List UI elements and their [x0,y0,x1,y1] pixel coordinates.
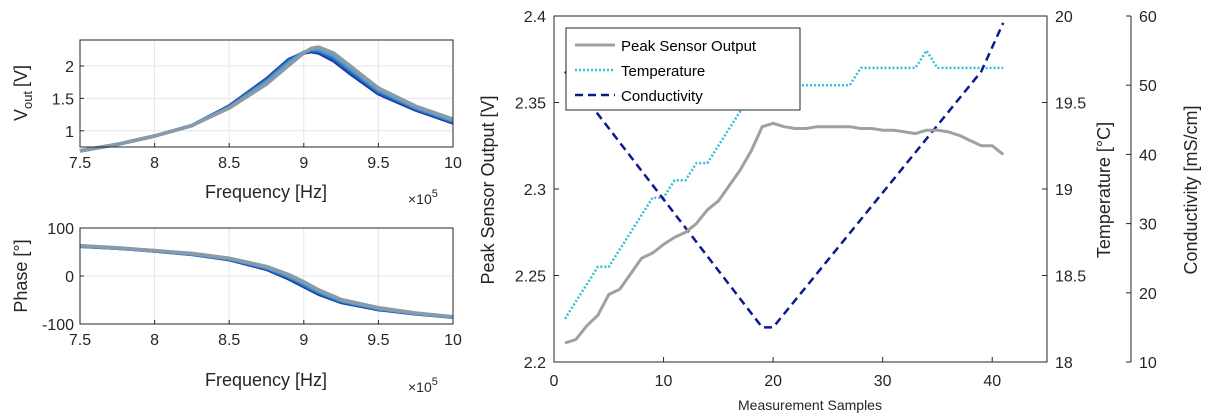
y-tick-label: -100 [42,317,74,334]
curve-3 [79,244,454,319]
series-conductivity [564,22,1005,329]
y-tick-label: 10 [1139,355,1157,372]
curve-1 [79,244,454,320]
vout-axes-frame [79,39,454,148]
phase-x-ticks: 7.5 8 8.5 9 9.5 10 [69,320,462,349]
x-tick-label: 30 [874,373,892,390]
y-tick-label: 50 [1139,78,1157,95]
y-tick-label: 2.3 [524,182,546,199]
measurement-x-label: Measurement Samples [738,397,882,413]
y-tick-label: 19.5 [1055,96,1086,113]
x-tick-label: 8.5 [218,332,240,349]
conductivity-y-label: Conductivity [mS/cm] [1181,105,1201,274]
x-tick-label: 0 [550,373,559,390]
x-tick-label: 10 [444,332,462,349]
y-tick-label: 1.5 [52,91,74,108]
vout-x-ticks: 7.5 8 8.5 9 9.5 10 [69,143,462,172]
vout-x-scale-note: ×105 [408,188,438,207]
x-tick-label: 7.5 [69,332,91,349]
x-tick-label: 20 [764,373,782,390]
y-tick-label: 100 [47,221,74,238]
legend-label-conductivity: Conductivity [621,88,703,105]
x-tick-label: 10 [655,373,673,390]
temperature-y-label: Temperature [°C] [1094,122,1114,258]
y-tick-label: 2.25 [515,269,546,286]
phase-x-scale-note: ×105 [408,376,438,395]
x-tick-label: 8 [150,332,159,349]
y-tick-label: 2.4 [524,9,546,26]
y-tick-label: 2 [65,59,74,76]
x-tick-label: 9.5 [367,332,389,349]
phase-y-ticks: -100 0 100 [42,221,84,334]
left-y-ticks: 2.2 2.25 2.3 2.35 2.4 [515,9,559,372]
vout-y-ticks: 11.52 [52,59,84,141]
legend-label-peak: Peak Sensor Output [621,38,757,55]
y-tick-label: 0 [65,269,74,286]
vout-grid [79,40,454,147]
curve-3 [79,45,454,153]
y-tick-label: 20 [1055,9,1073,26]
y-tick-label: 60 [1139,9,1157,26]
y-tick-label: 2.2 [524,355,546,372]
y-tick-label: 2.35 [515,96,546,113]
curve-2 [79,47,454,153]
x-tick-label: 7.5 [69,155,91,172]
y-tick-label: 20 [1139,286,1157,303]
series-peak-sensor-output [564,121,1005,345]
x-tick-label: 10 [444,155,462,172]
measurement-x-ticks: 0 10 20 30 40 [550,357,1001,390]
legend: Peak Sensor Output Temperature Conductiv… [565,27,801,111]
phase-y-label: Phase [°] [11,239,31,312]
measurement-curves [563,22,1005,345]
temperature-y-ticks: 18 18.5 19 19.5 20 [1042,9,1086,372]
phase-plot: 7.5 8 8.5 9 9.5 10 -100 0 100 Frequency [Hz] ×1… [11,221,462,395]
y-tick-label: 1 [65,124,74,141]
vout-curves [79,45,454,153]
x-tick-label: 9 [299,332,308,349]
curve-2 [79,244,454,320]
x-tick-label: 8.5 [218,155,240,172]
phase-curves [79,244,454,320]
vout-plot: 7.5 8 8.5 9 9.5 10 11.52 Frequency [Hz] ×105 … [11,39,462,207]
x-tick-label: 9.5 [367,155,389,172]
y-tick-label: 19 [1055,182,1073,199]
curve-0 [79,244,454,320]
vout-y-label: Vout[V] [11,65,35,121]
y-tick-label: 18.5 [1055,269,1086,286]
vout-x-label: Frequency [Hz] [205,182,327,202]
y-tick-label: 30 [1139,217,1157,234]
conductivity-y-ticks: 10 20 30 40 50 60 [1126,9,1157,372]
x-tick-label: 40 [983,373,1001,390]
y-tick-label: 40 [1139,147,1157,164]
left-y-label: Peak Sensor Output [V] [478,95,498,284]
x-tick-label: 8 [150,155,159,172]
x-tick-label: 9 [299,155,308,172]
y-tick-label: 18 [1055,355,1073,372]
measurement-plot: 0 10 20 30 40 2.2 2.25 2.3 2.35 2.4 18 18.5 19 19.5… [478,9,1201,413]
legend-label-temperature: Temperature [621,63,705,80]
phase-x-label: Frequency [Hz] [205,370,327,390]
